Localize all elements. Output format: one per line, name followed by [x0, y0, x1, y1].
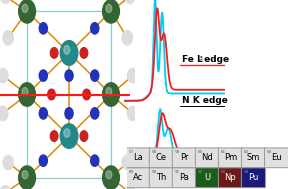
Circle shape: [50, 131, 58, 141]
Text: Ac: Ac: [133, 173, 143, 182]
Circle shape: [22, 4, 28, 12]
Text: 61: 61: [221, 150, 226, 154]
Circle shape: [64, 129, 70, 137]
FancyBboxPatch shape: [264, 148, 288, 168]
Circle shape: [80, 48, 88, 58]
Circle shape: [91, 108, 99, 119]
Circle shape: [3, 31, 13, 45]
FancyBboxPatch shape: [149, 148, 173, 168]
Text: Nd: Nd: [202, 153, 213, 162]
Circle shape: [106, 4, 112, 12]
Text: Th: Th: [156, 173, 166, 182]
Text: 92: 92: [198, 170, 203, 174]
Circle shape: [0, 106, 8, 121]
Circle shape: [60, 124, 78, 148]
FancyBboxPatch shape: [218, 148, 242, 168]
FancyBboxPatch shape: [126, 168, 150, 188]
FancyBboxPatch shape: [241, 168, 266, 188]
Text: Fe L: Fe L: [182, 55, 203, 64]
Circle shape: [103, 83, 120, 106]
Circle shape: [128, 68, 138, 83]
Text: Pu: Pu: [248, 173, 259, 182]
Circle shape: [3, 155, 13, 170]
Text: 62: 62: [244, 150, 249, 154]
Text: La: La: [133, 153, 143, 162]
Circle shape: [39, 70, 47, 81]
FancyBboxPatch shape: [126, 148, 150, 168]
FancyBboxPatch shape: [195, 148, 219, 168]
Text: U: U: [204, 173, 211, 182]
Circle shape: [91, 155, 99, 166]
Text: Sm: Sm: [247, 153, 260, 162]
Text: 63: 63: [267, 150, 272, 154]
Circle shape: [103, 0, 120, 23]
Circle shape: [39, 155, 47, 166]
Circle shape: [19, 166, 35, 189]
Circle shape: [83, 89, 90, 100]
Circle shape: [39, 23, 47, 34]
Circle shape: [80, 131, 88, 141]
Text: 94: 94: [244, 170, 249, 174]
Circle shape: [103, 166, 120, 189]
Circle shape: [0, 68, 8, 83]
Text: Pa: Pa: [179, 173, 189, 182]
Circle shape: [22, 171, 28, 179]
Text: 59: 59: [175, 150, 180, 154]
Circle shape: [64, 46, 70, 54]
Circle shape: [91, 70, 99, 81]
Text: 57: 57: [129, 150, 134, 154]
Text: 3: 3: [199, 56, 203, 61]
Text: Pr: Pr: [180, 153, 189, 162]
Circle shape: [19, 83, 35, 106]
Text: 89: 89: [129, 170, 134, 174]
Circle shape: [91, 23, 99, 34]
Circle shape: [106, 171, 112, 179]
FancyBboxPatch shape: [195, 168, 219, 188]
Text: Np: Np: [225, 173, 236, 182]
Text: Pm: Pm: [224, 153, 237, 162]
FancyBboxPatch shape: [172, 168, 196, 188]
Text: 60: 60: [198, 150, 203, 154]
Circle shape: [50, 48, 58, 58]
Circle shape: [60, 41, 78, 65]
FancyBboxPatch shape: [149, 168, 173, 188]
Circle shape: [0, 0, 11, 3]
Text: 58: 58: [152, 150, 157, 154]
Circle shape: [122, 155, 132, 170]
Text: edge: edge: [202, 55, 230, 64]
Circle shape: [128, 106, 138, 121]
FancyBboxPatch shape: [218, 168, 242, 188]
Circle shape: [125, 0, 135, 3]
Circle shape: [122, 31, 132, 45]
Circle shape: [65, 70, 73, 81]
Text: 91: 91: [175, 170, 180, 174]
Circle shape: [22, 88, 28, 96]
FancyBboxPatch shape: [172, 148, 196, 168]
Text: 90: 90: [152, 170, 157, 174]
Text: Eu: Eu: [271, 153, 282, 162]
FancyBboxPatch shape: [241, 148, 266, 168]
Circle shape: [125, 186, 135, 189]
Text: Ce: Ce: [156, 153, 167, 162]
Circle shape: [19, 0, 35, 23]
Circle shape: [106, 88, 112, 96]
Circle shape: [65, 108, 73, 119]
Circle shape: [39, 108, 47, 119]
Text: N K edge: N K edge: [182, 96, 228, 105]
Circle shape: [0, 186, 11, 189]
Text: 93: 93: [221, 170, 226, 174]
Circle shape: [48, 89, 55, 100]
